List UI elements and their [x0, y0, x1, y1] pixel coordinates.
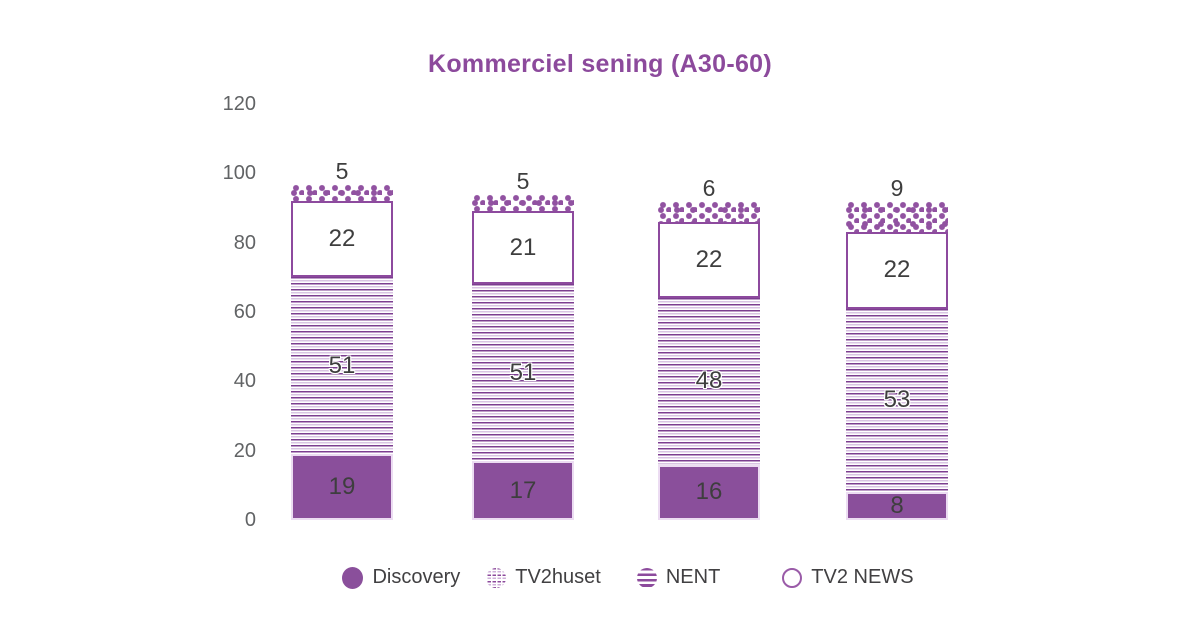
bar-top-value-label: 9 — [890, 175, 904, 202]
bar-top-value-label: 5 — [516, 168, 530, 195]
bar-segment-tv2-news: 22 — [846, 232, 948, 309]
segment-value-label: 22 — [328, 225, 356, 253]
y-axis-tick-label: 100 — [222, 162, 256, 185]
legend: Discovery TV2huset NENT TV2 NEWS — [28, 566, 1200, 589]
y-axis-tick-label: 40 — [233, 370, 256, 393]
y-axis-tick-label: 80 — [233, 231, 256, 254]
legend-item-nent: NENT — [636, 566, 721, 589]
bar-segment-discovery: 16 — [658, 464, 760, 520]
plot-area: 0 20 40 60 80 100 120 19 51 22 5 17 51 21 5 16 48 22 6 8 53 2… — [222, 92, 948, 531]
bar-segment-tv2-news: 22 — [291, 201, 393, 278]
bar-segment-tv2huset: 53 — [846, 308, 948, 493]
segment-value-label: 19 — [328, 473, 356, 501]
nent-striped-pattern-icon — [636, 567, 657, 588]
bar-segment-discovery: 8 — [846, 492, 948, 520]
segment-value-label: 17 — [509, 476, 537, 504]
bar-top-value-label: 6 — [702, 175, 716, 202]
segment-value-label: 21 — [509, 233, 537, 261]
segment-value-label: 8 — [890, 492, 904, 520]
segment-value-label: 48 — [695, 367, 723, 395]
discovery-solid-circle-icon — [342, 566, 364, 589]
segment-value-label: 53 — [883, 386, 911, 414]
bar-top-value-label: 5 — [335, 157, 349, 184]
legend-label-discovery: Discovery — [372, 566, 461, 588]
chart-title: Kommerciel sening (A30-60) — [427, 50, 773, 78]
segment-value-label: 22 — [883, 256, 911, 284]
y-axis-tick-label: 120 — [222, 92, 256, 115]
segment-value-label: 22 — [695, 245, 723, 273]
tv2-news-outline-circle-icon — [782, 567, 803, 588]
bar-segment-nent — [658, 201, 760, 222]
bar-segment-tv2huset: 48 — [658, 298, 760, 465]
bar-segment-discovery: 19 — [291, 454, 393, 520]
legend-item-tv2-news: TV2 NEWS — [782, 566, 914, 589]
bar-segment-tv2-news: 22 — [658, 221, 760, 299]
segment-value-label: 51 — [328, 351, 356, 379]
segment-value-label: 16 — [695, 478, 723, 506]
y-axis-tick-label: 60 — [233, 300, 256, 323]
legend-label-tv2huset: TV2huset — [515, 566, 601, 588]
tv2huset-dashed-pattern-icon — [486, 567, 507, 588]
bar-segment-tv2huset: 51 — [472, 284, 574, 462]
bar-segment-nent — [291, 183, 393, 202]
bar-segment-tv2huset: 51 — [291, 277, 393, 455]
y-axis-tick-label: 0 — [244, 509, 256, 531]
legend-label-nent: NENT — [665, 566, 721, 588]
legend-item-tv2huset: TV2huset — [486, 566, 601, 589]
bar-segment-nent — [472, 194, 574, 212]
bar-segment-discovery: 17 — [472, 461, 574, 520]
bar-segment-nent — [846, 201, 948, 233]
segment-value-label: 51 — [509, 358, 537, 386]
legend-label-tv2-news: TV2 NEWS — [811, 566, 914, 588]
bar-segment-tv2-news: 21 — [472, 211, 574, 285]
legend-item-discovery: Discovery — [342, 566, 460, 589]
y-axis-tick-label: 20 — [233, 439, 256, 462]
